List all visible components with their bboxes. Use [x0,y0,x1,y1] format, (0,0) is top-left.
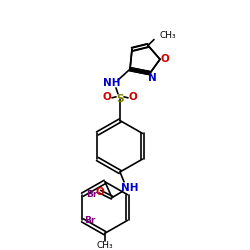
Text: O: O [160,54,170,64]
Text: NH: NH [121,183,139,193]
Text: O: O [96,187,104,197]
Text: CH₃: CH₃ [160,31,176,40]
Text: N: N [148,73,156,83]
Text: O: O [103,92,112,102]
Text: S: S [116,94,124,104]
Text: O: O [128,92,138,102]
Text: CH₃: CH₃ [97,240,113,250]
Text: Br: Br [86,190,98,199]
Text: NH: NH [103,78,121,88]
Text: Br: Br [84,216,96,225]
